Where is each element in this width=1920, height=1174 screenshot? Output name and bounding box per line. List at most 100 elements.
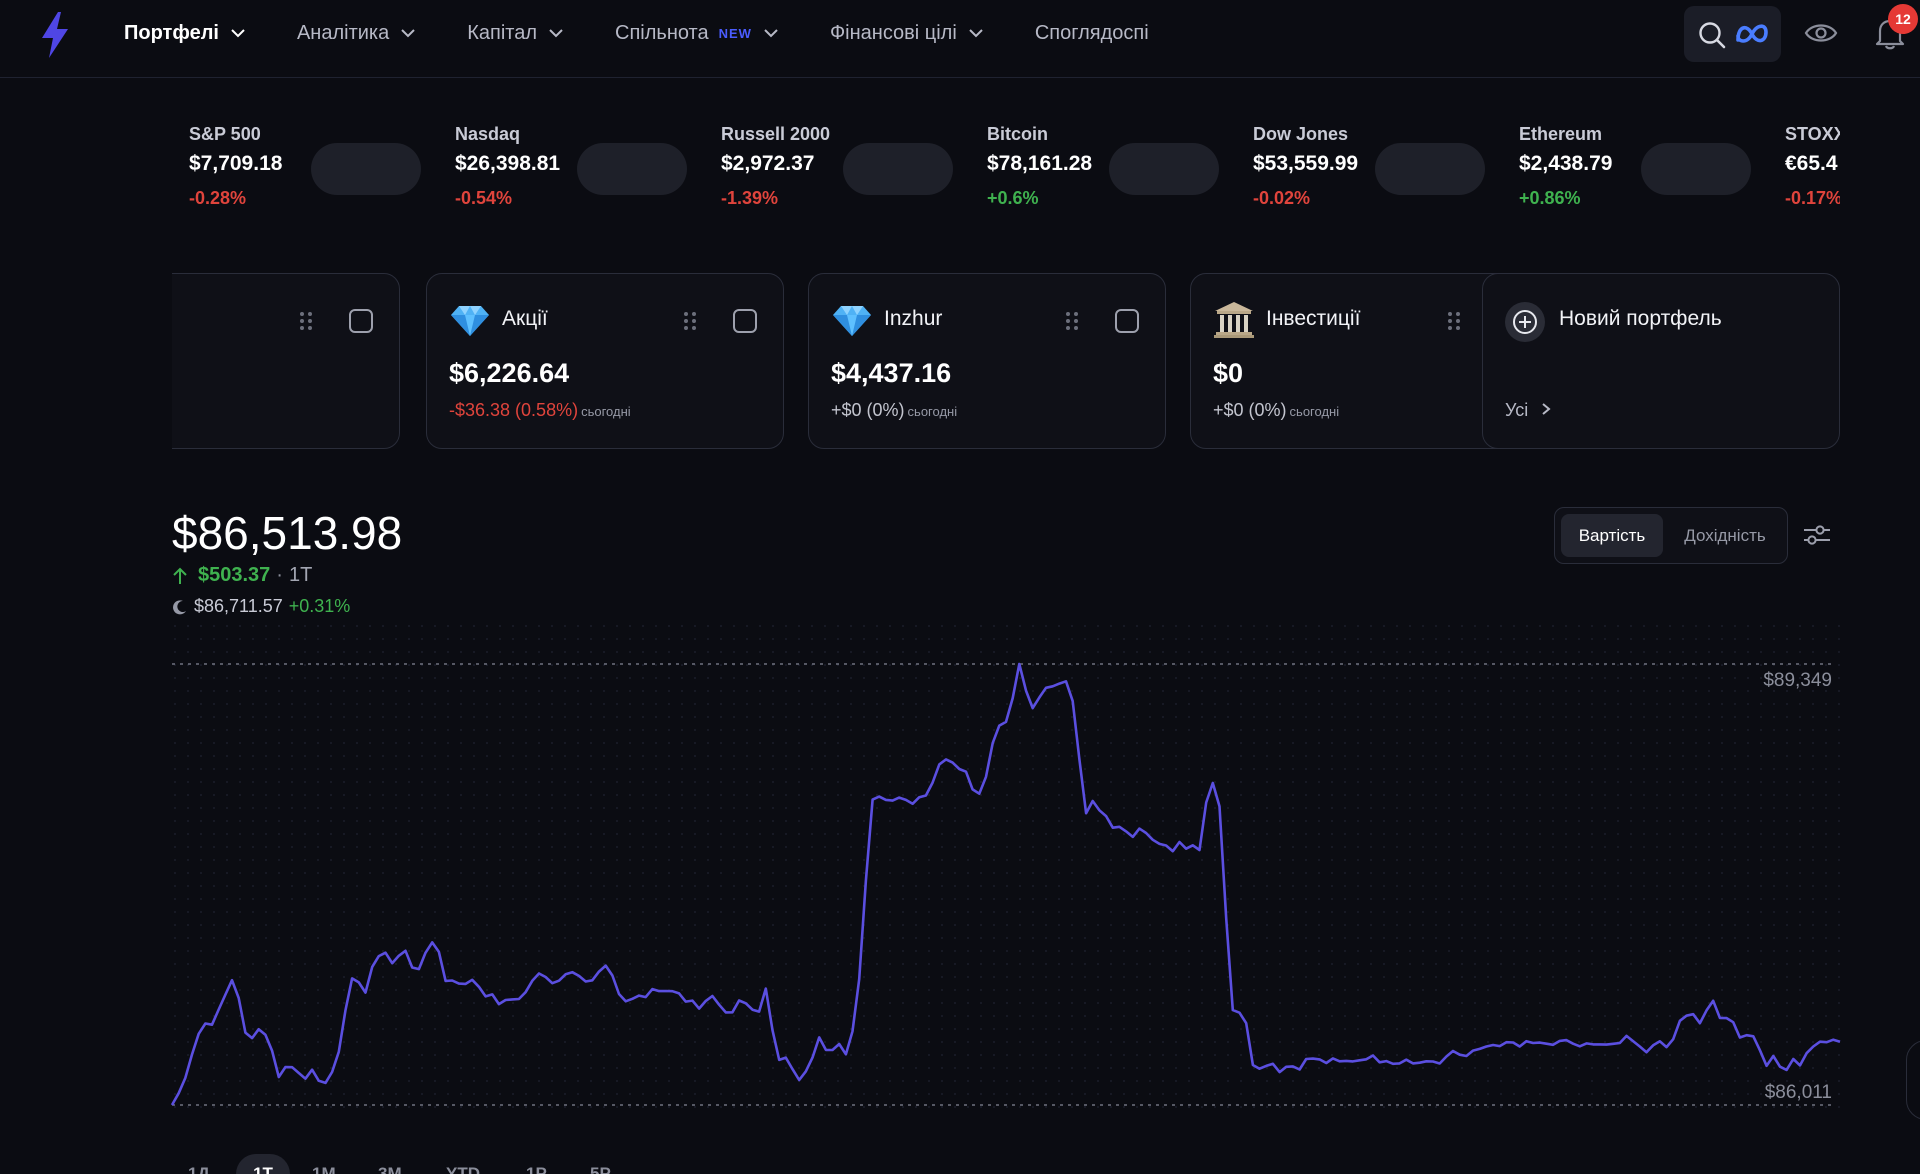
portfolio-total-value: $86,513.98 [172,507,403,559]
ticker-price: $26,398.81 [455,152,561,175]
ticker-price: $53,559.99 [1253,152,1359,175]
ticker-name: Nasdaq [455,124,521,144]
ticker-change: +0.86% [1519,188,1581,208]
ticker-change: -0.28% [189,188,247,208]
market-ticker: S&P 500 $7,709.18 -0.28% Nasdaq $26,398.81 -0… [189,122,1840,222]
ticker-change: -1.39% [721,188,779,208]
chevron-right-icon [1542,403,1551,415]
portfolio-checkbox[interactable] [733,309,757,333]
range-1[interactable]: 1Т [236,1154,290,1174]
chevron-down-icon [231,28,245,37]
portfolio-value-chart[interactable]: $89,349 $86,011 [0,620,1920,1120]
portfolio-cards: і Акції $6,226.64 -$36.38 (0.58%) сьогодні I… [172,273,1840,449]
range-4[interactable]: YTD [446,1164,480,1174]
ticker-price: €65.4 [1785,152,1838,175]
nav-item-label: Споглядоспі [1034,21,1149,44]
chart-grid-dots [172,620,1840,1110]
drag-handle-icon[interactable] [1065,311,1079,331]
new-portfolio-card[interactable]: Новий портфель Усі [1482,273,1840,449]
range-6[interactable]: 5Р [590,1164,611,1174]
nav-item-3[interactable]: Спільнота NEW [615,22,778,45]
ticker-name: Bitcoin [987,124,1048,144]
range-5[interactable]: 1Р [526,1164,547,1174]
eye-icon[interactable] [1804,18,1838,48]
portfolio-card[interactable]: Акції $6,226.64 -$36.38 (0.58%) сьогодні [426,273,784,449]
range-0[interactable]: 1Д [188,1164,210,1174]
chart-max-label: $89,349 [1763,670,1832,691]
portfolio-change-value: -$36.38 (0.58%) [449,400,579,420]
nav-item-label: Портфелі [124,21,219,44]
ticker-item[interactable]: S&P 500 $7,709.18 -0.28% [189,122,455,222]
nav-item-label: Капітал [467,21,538,44]
ticker-price: $7,709.18 [189,152,283,175]
settings-sliders-icon[interactable] [1802,522,1832,548]
portfolio-value: $6,226.64 [449,358,570,388]
nav-item-2[interactable]: Капітал [467,22,563,45]
toggle-yield[interactable]: Дохідність [1684,525,1766,545]
arrow-up-icon [173,567,187,584]
chart-series-line [170,662,1841,1106]
add-portfolio-button[interactable] [1505,302,1545,342]
portfolio-title: Інвестиції [1266,307,1361,330]
ticker-item[interactable]: Ethereum $2,438.79 +0.86% [1519,122,1785,222]
ticker-change: -0.02% [1253,188,1311,208]
range-2[interactable]: 1М [312,1164,336,1174]
ticker-item[interactable]: Dow Jones $53,559.99 -0.02% [1253,122,1519,222]
nav-item-0[interactable]: Портфелі [124,22,245,45]
portfolio-change: +$0 (0%) сьогодні [1213,400,1339,421]
portfolio-title: Inzhur [884,307,943,330]
plus-circle-icon [1513,310,1537,334]
lightning-logo-icon[interactable] [38,12,72,58]
ticker-item[interactable]: Nasdaq $26,398.81 -0.54% [455,122,721,222]
nav-item-label: Спільнота [615,21,709,44]
ticker-price: $2,438.79 [1519,152,1613,175]
ticker-sparkline [311,143,421,195]
nav-item-1[interactable]: Аналітика [297,22,415,45]
ticker-sparkline [1375,143,1485,195]
search-button[interactable] [1684,6,1781,62]
portfolio-gain: $503.37 · 1Т [172,564,312,587]
after-hours-value: $86,711.57 [194,596,283,616]
ticker-change: -0.17% [1785,188,1840,208]
ticker-item[interactable]: Russell 2000 $2,972.37 -1.39% [721,122,987,222]
chevron-down-icon [401,28,415,37]
ticker-item[interactable]: STOXX €65.4 -0.17% [1785,122,1840,222]
ticker-name: Dow Jones [1253,124,1349,144]
portfolio-change-value: +$0 (0%) [1213,400,1287,420]
side-scroll-button[interactable] [1906,1040,1920,1120]
ticker-change: -0.54% [455,188,513,208]
new-portfolio-label: Новий портфель [1559,307,1722,330]
notification-count-badge[interactable]: 12 [1888,4,1918,34]
portfolio-today-label: сьогодні [1289,404,1340,419]
ticker-sparkline [1109,143,1219,195]
ticker-change: +0.6% [987,188,1039,208]
portfolio-title: Акції [502,307,548,330]
nav-item-5[interactable]: Споглядоспі [1035,22,1163,45]
portfolio-checkbox[interactable] [1115,309,1139,333]
value-yield-toggle: Вартість Дохідність [1554,507,1788,564]
bank-icon [1214,302,1254,338]
range-3[interactable]: 3М [378,1164,402,1174]
toggle-value[interactable]: Вартість [1561,514,1663,557]
portfolio-card-partial[interactable]: і [172,273,400,449]
diamond-icon [833,306,871,336]
nav-item-label: Аналітика [296,21,390,44]
chevron-down-icon [549,28,563,37]
drag-handle-icon[interactable] [1447,311,1461,331]
nav-item-4[interactable]: Фінансові цілі [830,22,983,45]
drag-handle-icon[interactable] [299,311,313,331]
ticker-item[interactable]: Bitcoin $78,161.28 +0.6% [987,122,1253,222]
nav-menu: Портфелі Аналітика Капітал Спільнота NEW Фіна… [124,0,1163,66]
ticker-name: Russell 2000 [721,124,831,144]
top-navigation: Портфелі Аналітика Капітал Спільнота NEW Фіна… [0,0,1920,78]
new-badge: NEW [718,25,752,41]
portfolio-value: $4,437.16 [831,358,952,388]
all-portfolios-label: Усі [1505,400,1529,420]
portfolio-checkbox[interactable] [349,309,373,333]
all-portfolios-link[interactable]: Усі [1505,400,1551,421]
time-range-selector: 1Д 1Т 1М 3М YTD 1Р 5Р [172,1154,672,1174]
drag-handle-icon[interactable] [683,311,697,331]
meta-infinity-icon [1736,24,1768,43]
after-hours-percent: +0.31% [288,596,351,616]
portfolio-card[interactable]: Inzhur $4,437.16 +$0 (0%) сьогодні [808,273,1166,449]
